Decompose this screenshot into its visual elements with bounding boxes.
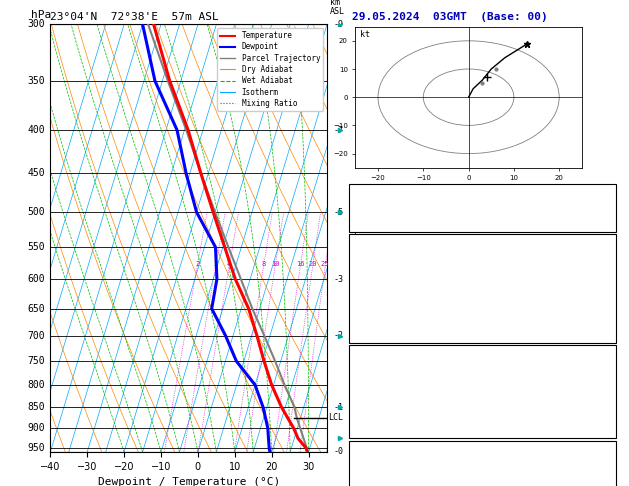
Text: 650: 650 — [27, 304, 45, 313]
Text: Hodograph: Hodograph — [455, 443, 511, 453]
Text: km
ASL: km ASL — [330, 0, 345, 16]
Text: 900: 900 — [27, 423, 45, 433]
Text: Dewp (°C): Dewp (°C) — [352, 267, 408, 277]
Text: 8: 8 — [261, 260, 265, 267]
Text: 700: 700 — [27, 331, 45, 341]
Text: -5: -5 — [333, 208, 343, 217]
Text: 750: 750 — [27, 356, 45, 366]
Text: 994: 994 — [594, 363, 613, 373]
Text: 353: 353 — [594, 378, 613, 388]
Text: -3: -3 — [601, 393, 613, 403]
Text: 2: 2 — [195, 260, 199, 267]
Text: 6: 6 — [607, 186, 613, 196]
Legend: Temperature, Dewpoint, Parcel Trajectory, Dry Adiabat, Wet Adiabat, Isotherm, Mi: Temperature, Dewpoint, Parcel Trajectory… — [217, 28, 323, 111]
Text: 850: 850 — [27, 402, 45, 412]
Text: 16: 16 — [296, 260, 304, 267]
Text: 2.58: 2.58 — [588, 216, 613, 226]
Text: 353: 353 — [594, 282, 613, 292]
Text: 21.2: 21.2 — [588, 267, 613, 277]
Text: Mixing Ratio (g/kg): Mixing Ratio (g/kg) — [350, 191, 359, 286]
Text: Lifted Index: Lifted Index — [352, 297, 427, 307]
Text: -2: -2 — [333, 331, 343, 340]
Text: -1: -1 — [333, 403, 343, 412]
Text: 550: 550 — [27, 242, 45, 252]
Text: -9: -9 — [333, 20, 343, 29]
Text: kt: kt — [360, 30, 370, 38]
Text: 25: 25 — [321, 260, 330, 267]
Text: Pressure (mb): Pressure (mb) — [352, 363, 433, 373]
Text: 950: 950 — [27, 443, 45, 453]
Text: Totals Totals: Totals Totals — [352, 201, 433, 211]
Text: © weatheronline.co.uk: © weatheronline.co.uk — [352, 471, 465, 480]
Text: 374: 374 — [594, 423, 613, 433]
Text: hPa: hPa — [31, 10, 51, 20]
Text: 229: 229 — [594, 408, 613, 418]
Text: θₑ(K): θₑ(K) — [352, 282, 384, 292]
Text: 450: 450 — [27, 168, 45, 178]
Text: PW (cm): PW (cm) — [352, 216, 396, 226]
Text: 4: 4 — [227, 260, 231, 267]
Text: -3: -3 — [333, 275, 343, 284]
Text: 500: 500 — [27, 207, 45, 217]
Text: -7: -7 — [333, 125, 343, 135]
Text: -3: -3 — [601, 297, 613, 307]
Text: 374: 374 — [594, 327, 613, 337]
Text: CAPE (J): CAPE (J) — [352, 408, 402, 418]
Text: Most Unstable: Most Unstable — [442, 347, 523, 358]
Text: Lifted Index: Lifted Index — [352, 393, 427, 403]
Text: CIN (J): CIN (J) — [352, 423, 396, 433]
Text: 10: 10 — [271, 260, 279, 267]
Text: 29.05.2024  03GMT  (Base: 00): 29.05.2024 03GMT (Base: 00) — [352, 12, 548, 22]
Text: 400: 400 — [27, 125, 45, 135]
Text: 120: 120 — [594, 458, 613, 469]
Text: θₑ (K): θₑ (K) — [352, 378, 390, 388]
Text: Surface: Surface — [461, 237, 504, 247]
Text: 20: 20 — [308, 260, 317, 267]
Text: 800: 800 — [27, 380, 45, 390]
Text: Temp (°C): Temp (°C) — [352, 252, 408, 262]
Text: 23°04'N  72°38'E  57m ASL: 23°04'N 72°38'E 57m ASL — [50, 12, 219, 22]
Text: K: K — [352, 186, 359, 196]
Text: EH: EH — [352, 458, 365, 469]
Text: 39: 39 — [601, 201, 613, 211]
Text: 300: 300 — [27, 19, 45, 29]
Text: CAPE (J): CAPE (J) — [352, 312, 402, 322]
Text: -0: -0 — [333, 448, 343, 456]
Text: 600: 600 — [27, 274, 45, 284]
Text: 350: 350 — [27, 76, 45, 86]
Text: CIN (J): CIN (J) — [352, 327, 396, 337]
X-axis label: Dewpoint / Temperature (°C): Dewpoint / Temperature (°C) — [97, 477, 280, 486]
Text: SREH: SREH — [352, 473, 377, 484]
Text: 229: 229 — [594, 312, 613, 322]
Text: 112: 112 — [594, 473, 613, 484]
Text: 3: 3 — [213, 260, 218, 267]
Text: LCL: LCL — [328, 414, 343, 422]
Text: 31.8: 31.8 — [588, 252, 613, 262]
